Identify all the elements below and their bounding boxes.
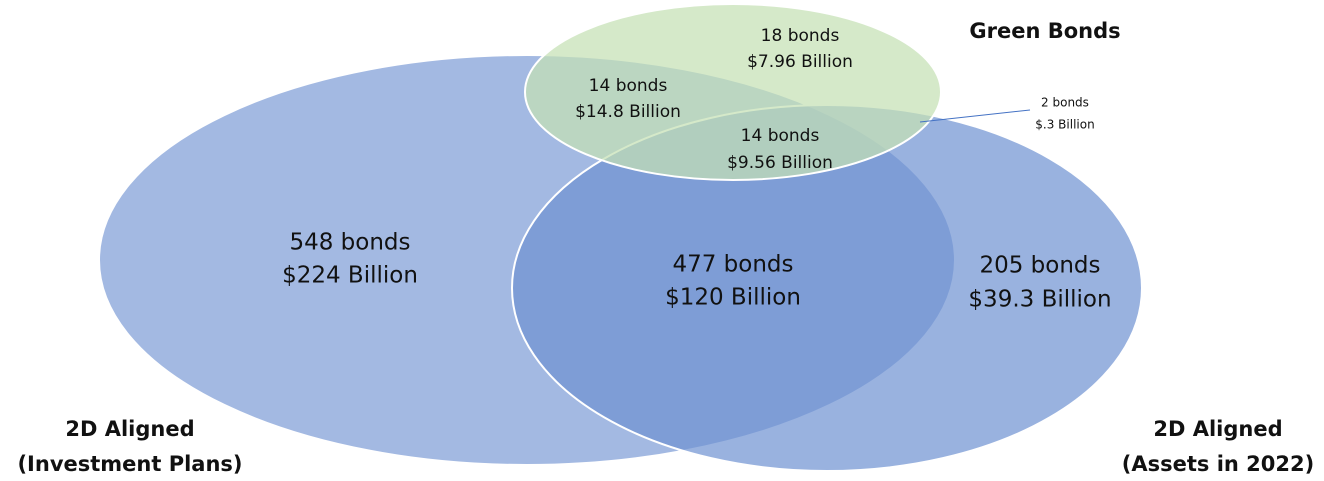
region-amount: $224 Billion — [282, 263, 418, 289]
region-amount: $120 Billion — [665, 285, 801, 311]
set-label: 2D Aligned — [1153, 417, 1282, 441]
set-green-bonds — [524, 3, 942, 181]
region-amount: $14.8 Billion — [575, 102, 681, 122]
set-label: (Investment Plans) — [17, 452, 242, 476]
region-amount: $.3 Billion — [1035, 118, 1094, 132]
region-amount: $7.96 Billion — [747, 52, 853, 72]
set-label: Green Bonds — [969, 19, 1120, 43]
region-count: 18 bonds — [761, 26, 840, 46]
region-count: 548 bonds — [289, 230, 410, 256]
region-count: 14 bonds — [589, 76, 668, 96]
region-count: 14 bonds — [741, 126, 820, 146]
callout-line — [919, 109, 1031, 123]
region-count: 2 bonds — [1041, 96, 1089, 110]
set-label: 2D Aligned — [65, 417, 194, 441]
region-amount: $9.56 Billion — [727, 153, 833, 173]
region-count: 477 bonds — [672, 252, 793, 278]
region-amount: $39.3 Billion — [968, 287, 1111, 313]
set-label: (Assets in 2022) — [1122, 452, 1314, 476]
region-count: 205 bonds — [979, 253, 1100, 279]
